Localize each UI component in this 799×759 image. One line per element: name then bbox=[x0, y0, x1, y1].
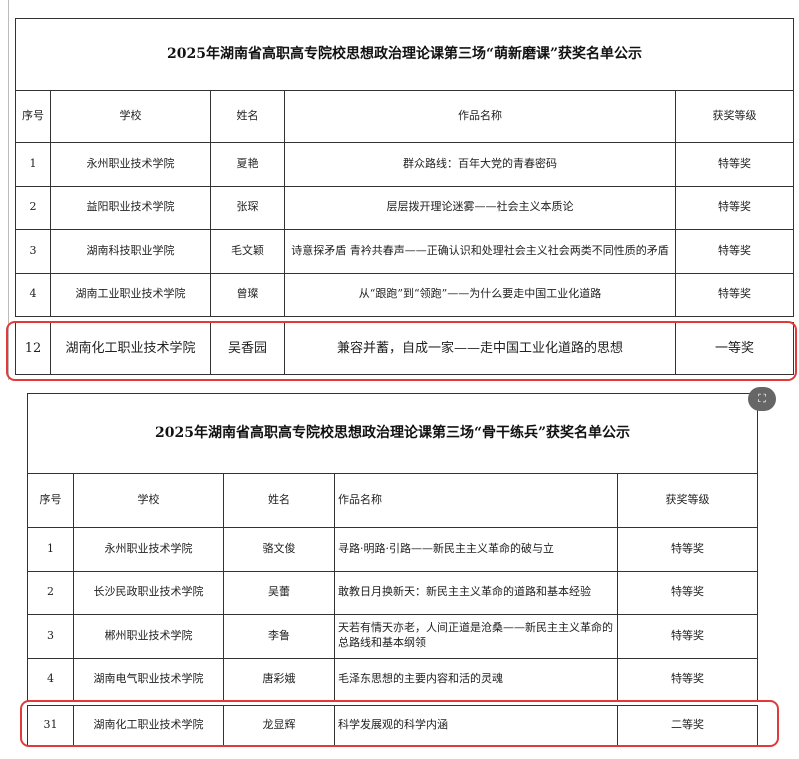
cell-index: 31 bbox=[27, 705, 74, 746]
award-table-2: 2025年湖南省高职高专院校思想政治理论课第三场“骨干练兵”获奖名单公示 序号学… bbox=[26, 393, 759, 746]
cell-school: 郴州职业技术学院 bbox=[73, 614, 224, 659]
cell-index: 4 bbox=[15, 272, 51, 317]
cell-work-title: 群众路线：百年大党的青春密码 bbox=[284, 142, 676, 187]
cell-school: 永州职业技术学院 bbox=[50, 142, 211, 187]
table-row: 2 益阳职业技术学院 张琛 层层拨开理论迷雾——社会主义本质论 特等奖 bbox=[15, 185, 795, 230]
cell-name: 张琛 bbox=[210, 185, 285, 230]
cell-school: 永州职业技术学院 bbox=[73, 527, 224, 572]
cell-name: 唐彩娥 bbox=[223, 657, 335, 702]
cell-index: 序号 bbox=[15, 90, 51, 143]
cell-award: 特等奖 bbox=[674, 142, 795, 187]
award-table-1: 2025年湖南省高职高专院校思想政治理论课第三场“萌新磨课”获奖名单公示 序号学… bbox=[14, 18, 795, 375]
cell-award: 获奖等级 bbox=[674, 90, 795, 143]
cell-work-title: 寻路·明路·引路——新民主主义革命的破与立 bbox=[334, 527, 618, 572]
cell-award: 二等奖 bbox=[616, 705, 759, 746]
page-edge bbox=[8, 0, 9, 380]
cell-award: 特等奖 bbox=[674, 272, 795, 317]
cell-work-title: 从“跟跑”到“领跑”——为什么要走中国工业化道路 bbox=[284, 272, 676, 317]
cell-award: 特等奖 bbox=[616, 527, 759, 572]
highlighted-row: 31 湖南化工职业技术学院 龙显辉 科学发展观的科学内涵 二等奖 bbox=[27, 705, 759, 746]
cell-school: 湖南科技职业学院 bbox=[50, 229, 211, 274]
cell-award: 获奖等级 bbox=[616, 473, 759, 528]
cell-award: 特等奖 bbox=[674, 229, 795, 274]
cell-index: 2 bbox=[27, 570, 74, 615]
cell-work-title: 作品名称 bbox=[334, 473, 618, 528]
header-row: 序号 学校 姓名 作品名称 获奖等级 bbox=[15, 90, 795, 143]
cell-index: 3 bbox=[27, 614, 74, 659]
cell-work-title: 敢教日月换新天：新民主主义革命的道路和基本经验 bbox=[334, 570, 618, 615]
cell-name: 姓名 bbox=[210, 90, 285, 143]
cell-work-title: 诗意探矛盾 青衿共春声——正确认识和处理社会主义社会两类不同性质的矛盾 bbox=[284, 229, 676, 274]
expand-icon[interactable]: ⛶ bbox=[748, 387, 776, 411]
cell-work-title: 层层拨开理论迷雾——社会主义本质论 bbox=[284, 185, 676, 230]
cell-index: 1 bbox=[15, 142, 51, 187]
cell-award: 特等奖 bbox=[616, 657, 759, 702]
table-row: 1 永州职业技术学院 骆文俊 寻路·明路·引路——新民主主义革命的破与立 特等奖 bbox=[27, 527, 759, 572]
cell-school: 益阳职业技术学院 bbox=[50, 185, 211, 230]
cell-name: 骆文俊 bbox=[223, 527, 335, 572]
cell-school: 学校 bbox=[50, 90, 211, 143]
cell-work-title: 科学发展观的科学内涵 bbox=[334, 705, 618, 746]
cell-index: 1 bbox=[27, 527, 74, 572]
cell-work-title: 天若有情天亦老，人间正道是沧桑——新民主主义革命的总路线和基本纲领 bbox=[334, 614, 618, 659]
cell-index: 2 bbox=[15, 185, 51, 230]
table-row: 4 湖南工业职业技术学院 曾璨 从“跟跑”到“领跑”——为什么要走中国工业化道路 特等奖 bbox=[15, 272, 795, 317]
highlight-box-1 bbox=[6, 321, 797, 381]
cell-award: 特等奖 bbox=[674, 185, 795, 230]
cell-name: 姓名 bbox=[223, 473, 335, 528]
cell-school: 湖南电气职业技术学院 bbox=[73, 657, 224, 702]
highlight-box-2 bbox=[20, 700, 779, 747]
cell-award: 特等奖 bbox=[616, 570, 759, 615]
cell-name: 曾璨 bbox=[210, 272, 285, 317]
highlighted-row: 12 湖南化工职业技术学院 吴香园 兼容并蓄，自成一家——走中国工业化道路的思想 一等奖 bbox=[15, 322, 795, 375]
table-row: 4 湖南电气职业技术学院 唐彩娥 毛泽东思想的主要内容和活的灵魂 特等奖 bbox=[27, 657, 759, 702]
cell-index: 4 bbox=[27, 657, 74, 702]
table-row: 3 郴州职业技术学院 李鲁 天若有情天亦老，人间正道是沧桑——新民主主义革命的总路线和… bbox=[27, 614, 759, 659]
cell-school: 湖南化工职业技术学院 bbox=[50, 322, 211, 375]
cell-name: 李鲁 bbox=[223, 614, 335, 659]
cell-school: 学校 bbox=[73, 473, 224, 528]
table-title: 2025年湖南省高职高专院校思想政治理论课第三场“萌新磨课”获奖名单公示 bbox=[14, 18, 795, 91]
cell-name: 龙显辉 bbox=[223, 705, 335, 746]
cell-school: 湖南工业职业技术学院 bbox=[50, 272, 211, 317]
table-title: 2025年湖南省高职高专院校思想政治理论课第三场“骨干练兵”获奖名单公示 bbox=[26, 393, 759, 474]
table-row: 1 永州职业技术学院 夏艳 群众路线：百年大党的青春密码 特等奖 bbox=[15, 142, 795, 187]
cell-work-title: 毛泽东思想的主要内容和活的灵魂 bbox=[334, 657, 618, 702]
header-row: 序号 学校 姓名 作品名称 获奖等级 bbox=[27, 473, 759, 528]
cell-index: 序号 bbox=[27, 473, 74, 528]
table-row: 3 湖南科技职业学院 毛文颖 诗意探矛盾 青衿共春声——正确认识和处理社会主义社会两类… bbox=[15, 229, 795, 274]
cell-work-title: 兼容并蓄，自成一家——走中国工业化道路的思想 bbox=[284, 322, 676, 375]
cell-name: 吴香园 bbox=[210, 322, 285, 375]
cell-school: 长沙民政职业技术学院 bbox=[73, 570, 224, 615]
cell-award: 特等奖 bbox=[616, 614, 759, 659]
table-row: 2 长沙民政职业技术学院 吴蕾 敢教日月换新天：新民主主义革命的道路和基本经验 特等奖 bbox=[27, 570, 759, 615]
cell-name: 毛文颖 bbox=[210, 229, 285, 274]
cell-award: 一等奖 bbox=[674, 322, 795, 375]
cell-work-title: 作品名称 bbox=[284, 90, 676, 143]
cell-index: 3 bbox=[15, 229, 51, 274]
cell-name: 夏艳 bbox=[210, 142, 285, 187]
cell-name: 吴蕾 bbox=[223, 570, 335, 615]
